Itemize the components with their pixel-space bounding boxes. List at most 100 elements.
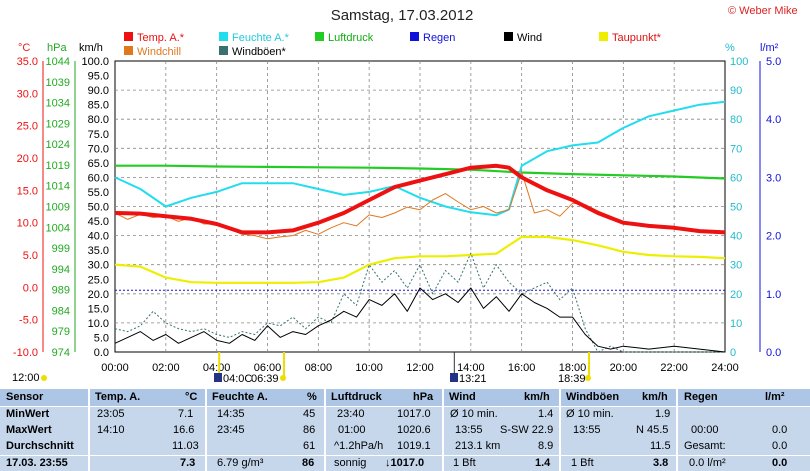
tick-hum: 30 bbox=[730, 260, 742, 272]
hdr-gust-unit: km/h bbox=[642, 391, 668, 403]
legend-pressure: Luftdruck bbox=[328, 32, 374, 44]
legend-swatch-rain bbox=[410, 32, 419, 41]
tick-wind: 60.0 bbox=[88, 172, 109, 184]
tick-wind: 30.0 bbox=[88, 260, 109, 272]
hdr-hum: Feuchte A. bbox=[212, 391, 268, 403]
unit-hum: % bbox=[725, 42, 735, 54]
stats-table: Sensor Temp. A. °C Feuchte A. % Luftdruc… bbox=[0, 389, 810, 471]
col-divider bbox=[676, 389, 678, 471]
tick-wind: 50.0 bbox=[88, 202, 109, 214]
col-divider bbox=[442, 389, 444, 471]
tick-hum: 10 bbox=[730, 318, 742, 330]
hdr-rain: Regen bbox=[684, 391, 718, 403]
cell-press-val: 1019.1 bbox=[397, 440, 431, 452]
cell-wind-time: 213.1 km bbox=[455, 440, 501, 452]
sun-icon bbox=[585, 375, 591, 381]
tick-time: 06:00 bbox=[254, 362, 282, 374]
series-windböen bbox=[114, 252, 725, 353]
series-feuchte-a bbox=[114, 100, 726, 217]
tick-press: 989 bbox=[52, 285, 70, 297]
legend-dewpoint: Taupunkt* bbox=[612, 32, 662, 44]
tick-rain: 1.0 bbox=[766, 289, 781, 301]
tick-hum: 70 bbox=[730, 143, 742, 155]
legend-swatch-gusts bbox=[219, 46, 228, 55]
tick-wind: 10.0 bbox=[88, 318, 109, 330]
sun-icon bbox=[41, 375, 47, 381]
tick-press: 1009 bbox=[46, 202, 70, 214]
hdr-sensor: Sensor bbox=[6, 391, 44, 403]
series-luftdruck bbox=[115, 164, 726, 180]
tick-wind: 75.0 bbox=[88, 129, 109, 141]
unit-wind: km/h bbox=[79, 42, 103, 54]
tick-wind: 45.0 bbox=[88, 216, 109, 228]
tick-wind: 70.0 bbox=[88, 143, 109, 155]
cell-rain-time: 00:00 bbox=[691, 424, 719, 436]
legend-swatch-humidity bbox=[219, 32, 228, 41]
tick-rain: 4.0 bbox=[766, 114, 781, 126]
series-wind bbox=[114, 287, 726, 353]
row-divider bbox=[0, 455, 810, 456]
tick-hum: 50 bbox=[730, 202, 742, 214]
row-label: Durchschnitt bbox=[6, 440, 74, 452]
marker-sun-left: 12:00 bbox=[12, 372, 40, 384]
legend-humidity: Feuchte A.* bbox=[232, 32, 290, 44]
tick-time: 16:00 bbox=[508, 362, 536, 374]
tick-hum: 100 bbox=[730, 56, 748, 68]
moon-icon bbox=[450, 373, 458, 382]
tick-wind: 0.0 bbox=[94, 347, 109, 359]
row-label: MaxWert bbox=[6, 424, 52, 436]
cell-wind-val: 1.4 bbox=[538, 408, 554, 420]
axis-ticks: 35.0 30.0 25.0 20.0 15.0 10.0 5.0 0.0 -5.0 -10.0 1… bbox=[13, 56, 781, 374]
tick-time: 12:00 bbox=[406, 362, 434, 374]
tick-wind: 100.0 bbox=[81, 56, 109, 68]
cell-rain-val: 0.0 bbox=[772, 440, 788, 452]
cell-wind-time: 1 Bft bbox=[453, 457, 476, 469]
tick-hum: 80 bbox=[730, 114, 742, 126]
tick-temp: 0.0 bbox=[23, 282, 38, 294]
tick-time: 24:00 bbox=[711, 362, 739, 374]
series-taupunkt bbox=[114, 235, 726, 284]
marker-sunrise: 04:0C bbox=[223, 373, 252, 385]
tick-rain: 2.0 bbox=[766, 231, 781, 243]
hdr-wind-unit: km/h bbox=[524, 391, 550, 403]
tick-time: 00:00 bbox=[101, 362, 129, 374]
tick-temp: 5.0 bbox=[23, 250, 38, 262]
tick-wind: 35.0 bbox=[88, 245, 109, 257]
tick-press: 1014 bbox=[46, 181, 70, 193]
tick-press: 984 bbox=[52, 305, 70, 317]
unit-rain: l/m² bbox=[760, 42, 779, 54]
grid bbox=[115, 61, 725, 352]
cell-wind-val: 1.4 bbox=[535, 457, 551, 469]
tick-temp: 20.0 bbox=[17, 153, 38, 165]
tick-press: 1004 bbox=[46, 222, 70, 234]
tick-hum: 20 bbox=[730, 289, 742, 301]
tick-temp: -10.0 bbox=[13, 347, 38, 359]
col-divider bbox=[559, 389, 561, 471]
moon-icon bbox=[214, 373, 222, 382]
legend-swatch-dewpoint bbox=[599, 32, 608, 41]
tick-press: 1019 bbox=[46, 160, 70, 172]
legend-swatch-temp bbox=[124, 32, 133, 41]
cell-press-time: sonnig bbox=[334, 457, 367, 469]
sun-markers bbox=[41, 352, 591, 382]
legend-wind: Wind bbox=[517, 32, 542, 44]
tick-press: 1024 bbox=[46, 139, 70, 151]
tick-wind: 95.0 bbox=[88, 71, 109, 83]
tick-press: 1039 bbox=[46, 77, 70, 89]
tick-rain: 0.0 bbox=[766, 347, 781, 359]
cell-press-val: 1017.0 bbox=[397, 408, 431, 420]
hdr-temp-unit: °C bbox=[185, 391, 198, 403]
cell-temp-val: 7.3 bbox=[180, 457, 196, 469]
row-label: MinWert bbox=[6, 408, 50, 420]
marker-civil: 06:39 bbox=[251, 373, 279, 385]
cell-rain-val: 0.0 bbox=[772, 424, 788, 436]
table-header bbox=[0, 389, 810, 406]
tick-time: 18:00 bbox=[559, 362, 587, 374]
cell-temp-val: 7.1 bbox=[178, 408, 194, 420]
legend-swatch-pressure bbox=[315, 32, 324, 41]
cell-wind-time: Ø 10 min. bbox=[450, 408, 498, 420]
tick-press: 974 bbox=[52, 347, 70, 359]
cell-press-val: ↓1017.0 bbox=[385, 457, 425, 469]
hdr-wind: Wind bbox=[449, 391, 476, 403]
cell-wind-time: 13:55 bbox=[455, 424, 483, 436]
